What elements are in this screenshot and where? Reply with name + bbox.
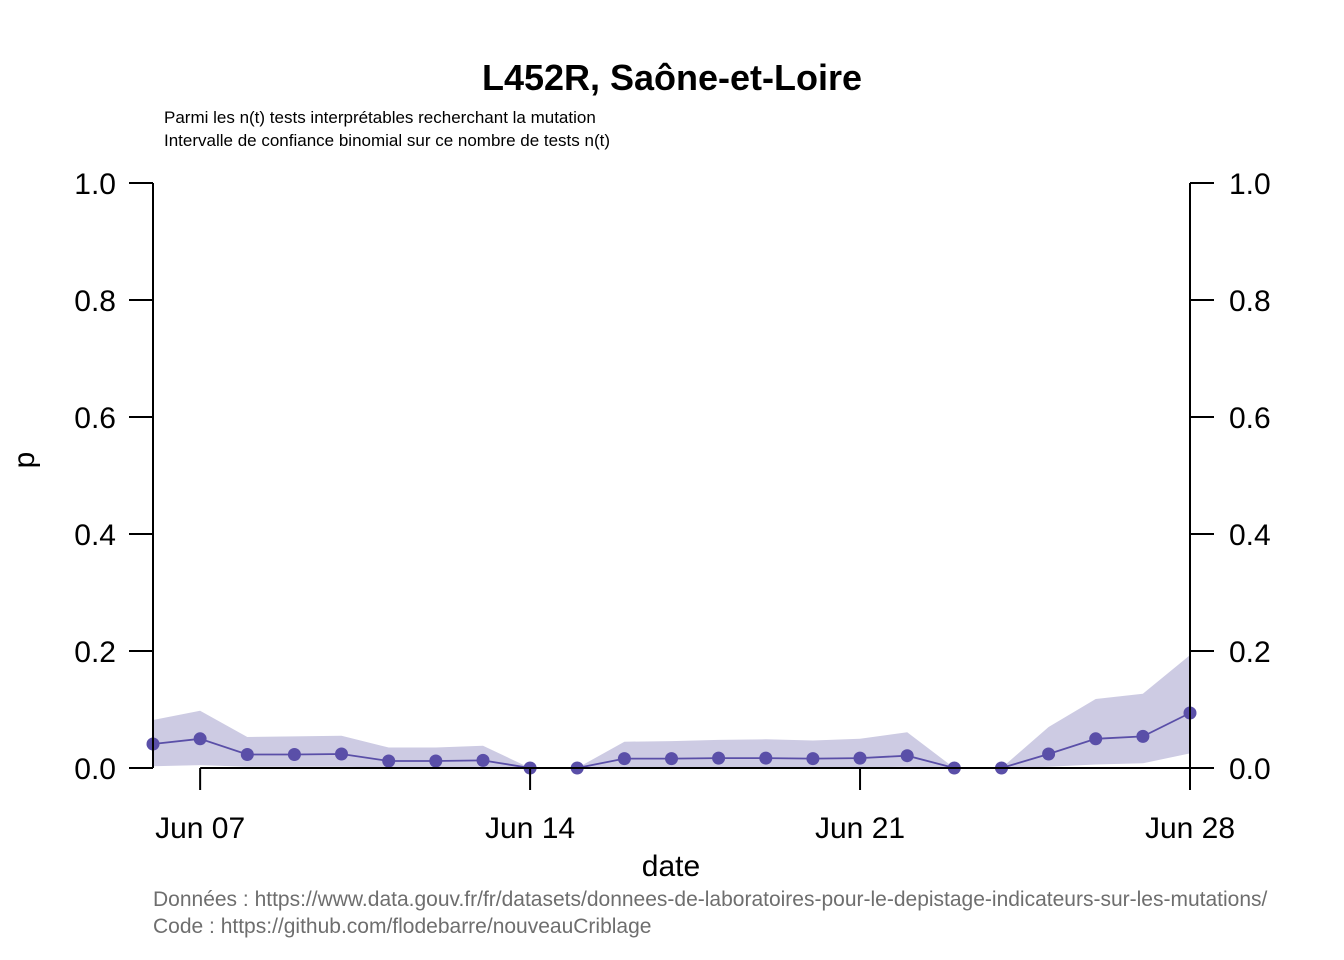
confidence-band bbox=[153, 655, 1190, 768]
left-y-tick-label: 0.4 bbox=[74, 519, 116, 552]
left-y-tick-label: 0.6 bbox=[74, 402, 116, 435]
data-point bbox=[429, 754, 443, 768]
data-point bbox=[853, 751, 867, 765]
data-point bbox=[806, 752, 820, 766]
left-y-tick-label: 0.0 bbox=[74, 753, 116, 786]
data-point bbox=[1089, 732, 1103, 746]
right-y-tick-label: 0.8 bbox=[1229, 285, 1271, 318]
chart-title: L452R, Saône-et-Loire bbox=[482, 57, 862, 98]
left-y-tick-label: 0.8 bbox=[74, 285, 116, 318]
x-axis-label: date bbox=[642, 850, 700, 883]
chart-subtitle-line-2: Intervalle de confiance binomial sur ce … bbox=[164, 131, 610, 150]
data-point bbox=[900, 749, 914, 763]
data-point bbox=[1136, 729, 1150, 743]
data-point bbox=[193, 732, 207, 746]
chart-subtitle-line-1: Parmi les n(t) tests interprétables rech… bbox=[164, 108, 596, 127]
data-point bbox=[759, 751, 773, 765]
confidence-band-layer bbox=[153, 655, 1190, 768]
data-point bbox=[617, 752, 631, 766]
data-point bbox=[1042, 747, 1056, 761]
right-y-tick-label: 0.4 bbox=[1229, 519, 1271, 552]
data-point bbox=[287, 748, 301, 761]
code-source-caption: Code : https://github.com/flodebarre/nou… bbox=[153, 915, 651, 938]
data-point bbox=[476, 753, 490, 767]
left-y-tick-label: 1.0 bbox=[74, 168, 116, 201]
axes-layer: 0.0 0.0 0.2 0.2 0.4 0.4 0.6 0.6 0.8 0.8 1.0 1.0 Jun … bbox=[74, 168, 1270, 845]
right-y-tick-label: 0.0 bbox=[1229, 753, 1271, 786]
right-y-tick-label: 0.6 bbox=[1229, 402, 1271, 435]
x-tick-label: Jun 28 bbox=[1145, 812, 1235, 845]
right-y-tick-label: 0.2 bbox=[1229, 636, 1271, 669]
y-axis-label: p bbox=[8, 452, 41, 469]
data-source-caption: Données : https://www.data.gouv.fr/fr/da… bbox=[153, 888, 1267, 911]
right-y-tick-label: 1.0 bbox=[1229, 168, 1271, 201]
x-tick-label: Jun 07 bbox=[155, 812, 245, 845]
data-point bbox=[335, 747, 348, 761]
data-point bbox=[665, 752, 678, 766]
x-tick-label: Jun 21 bbox=[815, 812, 905, 845]
data-point bbox=[712, 751, 726, 765]
data-point bbox=[240, 748, 254, 761]
left-y-tick-label: 0.2 bbox=[74, 636, 116, 669]
x-tick-label: Jun 14 bbox=[485, 812, 575, 845]
data-point bbox=[382, 754, 396, 768]
